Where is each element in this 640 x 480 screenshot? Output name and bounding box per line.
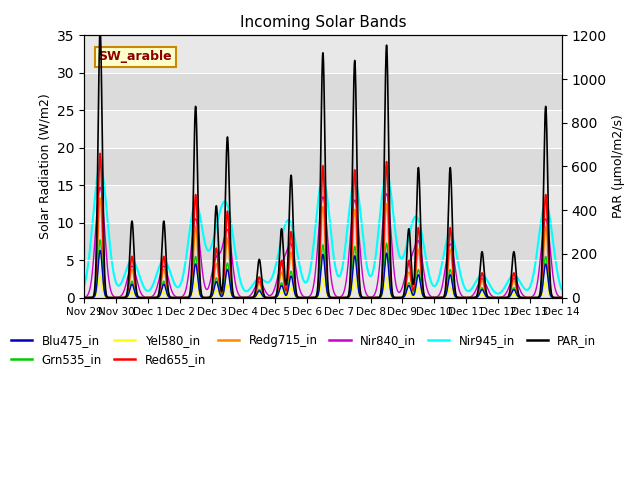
- Redg715_in: [81, 295, 88, 300]
- Nir840_in: [470, 290, 478, 296]
- Blu475_in: [96, 248, 104, 253]
- Red655_in: [452, 293, 460, 299]
- Bar: [84, 223, 561, 260]
- Line: Redg715_in: Redg715_in: [84, 198, 561, 298]
- Nir945_in: [470, 282, 478, 288]
- PAR_in: [106, 295, 113, 300]
- PAR_in: [470, 295, 478, 300]
- PAR_in: [81, 295, 88, 300]
- Red655_in: [557, 295, 565, 300]
- Nir840_in: [81, 295, 88, 300]
- Nir840_in: [452, 271, 460, 276]
- Redg715_in: [494, 295, 502, 300]
- Nir945_in: [96, 164, 104, 169]
- Line: Nir840_in: Nir840_in: [84, 188, 561, 298]
- Blu475_in: [494, 295, 502, 300]
- Blu475_in: [81, 295, 88, 300]
- Nir840_in: [494, 295, 502, 300]
- Nir945_in: [106, 235, 113, 240]
- Y-axis label: Solar Radiation (W/m2): Solar Radiation (W/m2): [38, 94, 51, 240]
- Nir945_in: [385, 177, 393, 183]
- Redg715_in: [106, 295, 113, 300]
- Grn535_in: [464, 295, 472, 300]
- Line: PAR_in: PAR_in: [84, 30, 561, 298]
- Line: Yel580_in: Yel580_in: [84, 276, 561, 298]
- Grn535_in: [106, 295, 113, 300]
- Redg715_in: [452, 294, 460, 300]
- Redg715_in: [439, 295, 447, 300]
- Grn535_in: [557, 295, 565, 300]
- Y-axis label: PAR (μmol/m2/s): PAR (μmol/m2/s): [612, 115, 625, 218]
- Yel580_in: [464, 295, 472, 300]
- Red655_in: [464, 295, 472, 300]
- Nir840_in: [106, 279, 113, 285]
- PAR_in: [452, 292, 460, 298]
- Nir945_in: [439, 256, 447, 262]
- Legend: Blu475_in, Grn535_in, Yel580_in, Red655_in, Redg715_in, Nir840_in, Nir945_in, PA: Blu475_in, Grn535_in, Yel580_in, Red655_…: [6, 329, 601, 371]
- Grn535_in: [385, 267, 393, 273]
- PAR_in: [464, 295, 472, 300]
- Yel580_in: [106, 295, 113, 300]
- PAR_in: [557, 295, 565, 300]
- Red655_in: [106, 295, 113, 300]
- Grn535_in: [494, 295, 502, 300]
- Nir945_in: [557, 287, 565, 292]
- Blu475_in: [452, 294, 460, 300]
- Line: Grn535_in: Grn535_in: [84, 240, 561, 298]
- Red655_in: [96, 151, 104, 156]
- Blu475_in: [557, 295, 565, 300]
- PAR_in: [385, 168, 393, 173]
- Nir840_in: [439, 279, 447, 285]
- Redg715_in: [385, 247, 393, 253]
- Red655_in: [81, 295, 88, 300]
- Red655_in: [470, 295, 478, 300]
- Yel580_in: [385, 285, 393, 290]
- Yel580_in: [557, 295, 565, 300]
- PAR_in: [439, 294, 447, 300]
- Yel580_in: [452, 295, 460, 300]
- Grn535_in: [439, 295, 447, 300]
- Nir840_in: [557, 295, 565, 300]
- Red655_in: [494, 295, 502, 300]
- Nir945_in: [494, 291, 502, 297]
- Nir840_in: [464, 295, 472, 300]
- Line: Nir945_in: Nir945_in: [84, 167, 561, 294]
- Nir840_in: [96, 185, 104, 191]
- Title: Incoming Solar Bands: Incoming Solar Bands: [239, 15, 406, 30]
- Redg715_in: [464, 295, 472, 300]
- Bar: [84, 148, 561, 185]
- PAR_in: [494, 295, 502, 300]
- Redg715_in: [470, 295, 478, 300]
- Yel580_in: [494, 295, 502, 300]
- Nir840_in: [385, 204, 393, 210]
- Grn535_in: [470, 295, 478, 300]
- Text: SW_arable: SW_arable: [99, 50, 172, 63]
- Nir945_in: [452, 248, 460, 254]
- Blu475_in: [464, 295, 472, 300]
- Grn535_in: [81, 295, 88, 300]
- Nir945_in: [81, 283, 88, 289]
- Redg715_in: [557, 295, 565, 300]
- Yel580_in: [439, 295, 447, 300]
- Yel580_in: [96, 274, 104, 279]
- Redg715_in: [96, 195, 104, 201]
- Yel580_in: [470, 295, 478, 300]
- Blu475_in: [439, 295, 447, 300]
- Blu475_in: [470, 295, 478, 300]
- Line: Red655_in: Red655_in: [84, 154, 561, 298]
- Grn535_in: [96, 237, 104, 243]
- PAR_in: [96, 27, 104, 33]
- Yel580_in: [81, 295, 88, 300]
- Red655_in: [439, 295, 447, 300]
- Nir945_in: [464, 288, 472, 294]
- Blu475_in: [385, 272, 393, 278]
- Line: Blu475_in: Blu475_in: [84, 251, 561, 298]
- Blu475_in: [106, 295, 113, 300]
- Bar: [84, 73, 561, 110]
- Red655_in: [385, 226, 393, 232]
- Grn535_in: [452, 294, 460, 300]
